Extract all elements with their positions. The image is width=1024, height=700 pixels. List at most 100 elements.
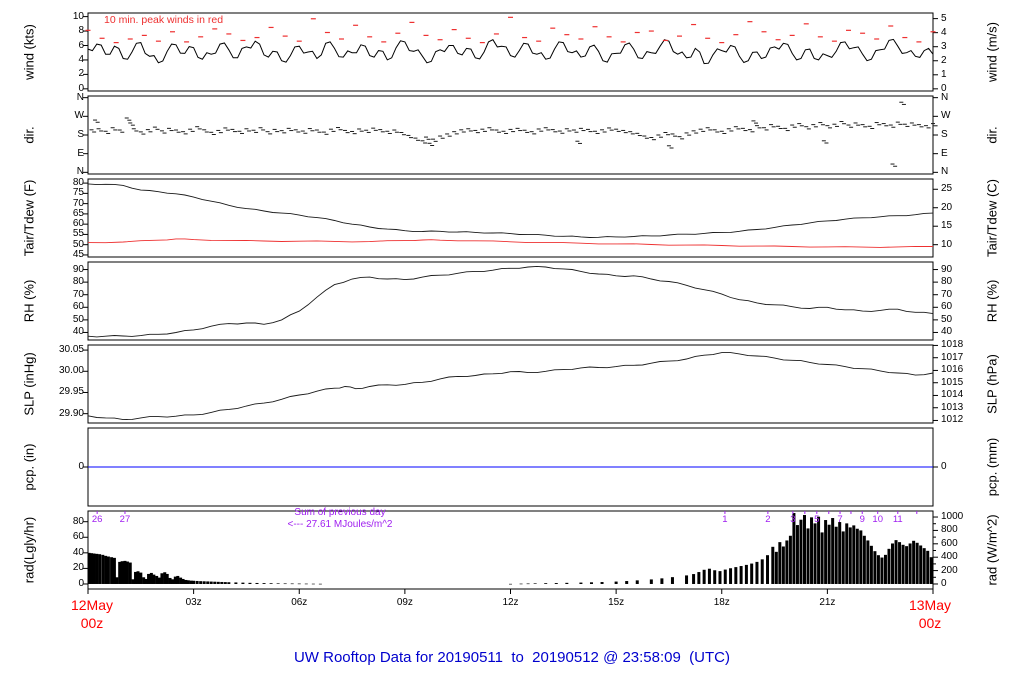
bar-solar-radiation — [702, 569, 706, 584]
bar-solar-radiation — [104, 555, 108, 584]
bar-solar-radiation — [760, 559, 764, 584]
bar-solar-radiation — [134, 571, 138, 584]
bar-solar-radiation — [697, 572, 701, 584]
bar-solar-radiation — [713, 570, 717, 584]
bar-solar-radiation — [157, 577, 161, 584]
bar-solar-radiation — [248, 582, 252, 584]
bar-solar-radiation — [209, 581, 213, 584]
bar-solar-radiation — [739, 566, 743, 584]
bar-solar-radiation — [845, 523, 849, 584]
bar-solar-radiation — [883, 554, 887, 584]
bar-solar-radiation — [866, 540, 870, 584]
bar-solar-radiation — [149, 572, 153, 584]
bar-solar-radiation — [123, 560, 127, 584]
bar-solar-radiation — [792, 513, 796, 584]
panel-frame-rh — [87, 261, 934, 341]
panel-frame-wind — [87, 12, 934, 92]
bar-solar-radiation — [290, 583, 294, 585]
bar-solar-radiation — [118, 561, 122, 584]
bar-solar-radiation — [223, 582, 227, 584]
bar-solar-radiation — [734, 567, 738, 584]
bar-solar-radiation — [891, 543, 895, 584]
bar-solar-radiation — [788, 535, 792, 584]
bar-solar-radiation — [565, 582, 569, 584]
bar-solar-radiation — [785, 540, 789, 584]
bar-solar-radiation — [110, 557, 114, 584]
bar-solar-radiation — [744, 564, 748, 584]
bar-solar-radiation — [692, 574, 696, 584]
bar-solar-radiation — [810, 517, 814, 584]
bar-solar-radiation — [848, 527, 852, 584]
bar-solar-radiation — [795, 525, 799, 584]
bar-solar-radiation — [220, 581, 224, 584]
bar-solar-radiation — [171, 579, 174, 584]
bar-solar-radiation — [163, 572, 167, 584]
bar-solar-radiation — [176, 575, 180, 584]
panel-frame-rad — [87, 510, 934, 590]
bar-solar-radiation — [926, 550, 930, 584]
bar-solar-radiation — [799, 519, 803, 584]
bar-solar-radiation — [831, 518, 835, 584]
bar-solar-radiation — [136, 571, 140, 584]
bar-solar-radiation — [685, 575, 689, 584]
bar-solar-radiation — [649, 579, 653, 584]
bar-solar-radiation — [841, 531, 845, 584]
bar-solar-radiation — [199, 581, 203, 584]
bar-solar-radiation — [311, 583, 315, 585]
bar-solar-radiation — [838, 522, 842, 584]
bar-solar-radiation — [670, 577, 674, 584]
bar-solar-radiation — [824, 520, 828, 584]
bar-solar-radiation — [755, 561, 759, 584]
bar-solar-radiation — [781, 546, 785, 584]
bar-solar-radiation — [318, 583, 322, 585]
bar-solar-radiation — [862, 535, 866, 584]
bar-solar-radiation — [589, 582, 593, 584]
bar-solar-radiation — [101, 554, 105, 584]
bar-solar-radiation — [184, 579, 188, 584]
bar-solar-radiation — [276, 583, 280, 584]
bar-solar-radiation — [778, 542, 782, 584]
bar-solar-radiation — [304, 583, 308, 585]
bar-solar-radiation — [160, 573, 164, 584]
bar-solar-radiation — [915, 542, 919, 584]
bar-solar-radiation — [905, 546, 909, 584]
bar-solar-radiation — [213, 581, 217, 584]
series-relative-humidity — [87, 265, 934, 338]
bar-solar-radiation — [90, 553, 94, 584]
bar-solar-radiation — [195, 580, 199, 584]
bar-solar-radiation — [750, 563, 754, 584]
bar-solar-radiation — [929, 557, 933, 584]
bar-solar-radiation — [820, 532, 824, 584]
bar-solar-radiation — [533, 583, 537, 584]
bar-solar-radiation — [898, 542, 902, 584]
bar-solar-radiation — [625, 581, 629, 584]
bar-solar-radiation — [876, 555, 880, 584]
bar-solar-radiation — [802, 515, 806, 584]
series-sea-level-pressure — [87, 352, 934, 421]
bar-solar-radiation — [579, 582, 583, 584]
series-Tdew — [87, 238, 934, 248]
bar-solar-radiation — [600, 582, 604, 584]
bar-solar-radiation — [234, 582, 238, 584]
bar-solar-radiation — [887, 548, 891, 584]
bar-solar-radiation — [922, 548, 926, 584]
bar-solar-radiation — [873, 551, 877, 584]
bar-solar-radiation — [131, 579, 135, 584]
bar-solar-radiation — [834, 526, 838, 584]
bar-solar-radiation — [120, 561, 124, 584]
bar-solar-radiation — [269, 583, 273, 584]
bar-solar-radiation — [87, 552, 91, 584]
bar-solar-radiation — [147, 573, 151, 584]
bar-solar-radiation — [806, 528, 810, 584]
bar-solar-radiation — [144, 578, 148, 584]
bar-solar-radiation — [128, 562, 132, 584]
bar-solar-radiation — [255, 582, 259, 584]
bar-solar-radiation — [189, 580, 193, 584]
bar-solar-radiation — [729, 568, 733, 584]
bar-solar-radiation — [707, 568, 711, 584]
bar-solar-radiation — [283, 583, 287, 585]
bar-solar-radiation — [179, 577, 183, 584]
bar-solar-radiation — [869, 545, 873, 584]
